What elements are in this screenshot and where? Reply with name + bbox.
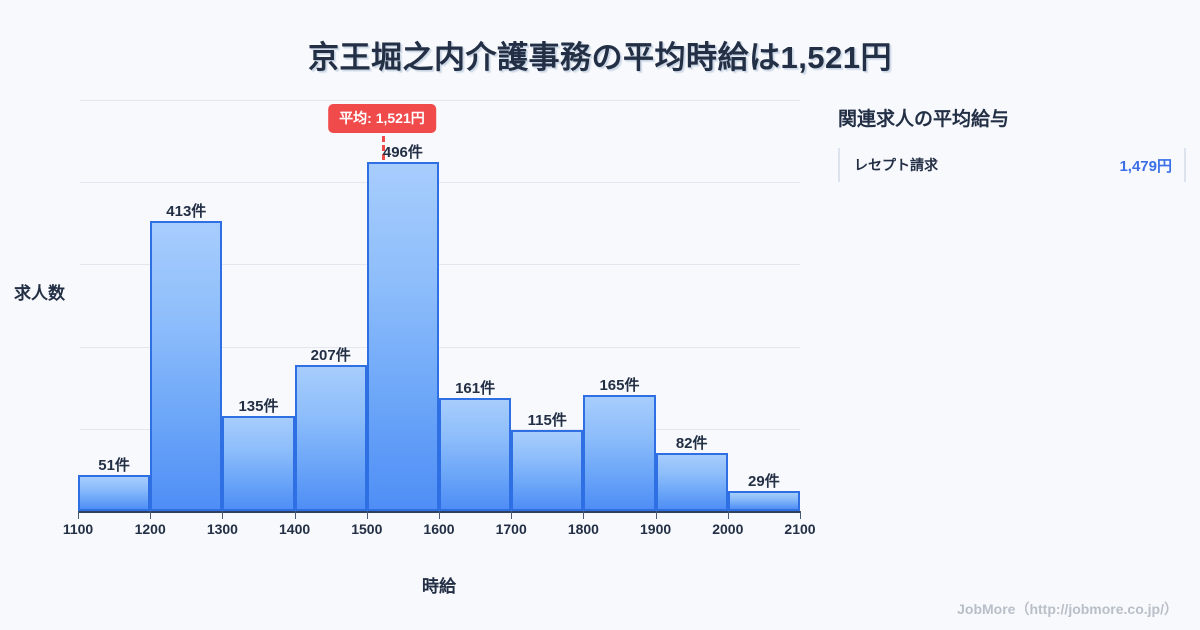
histogram-bar xyxy=(511,430,584,511)
related-job-name: レセプト請求 xyxy=(854,157,938,173)
x-axis-tick xyxy=(294,511,296,519)
histogram-bar xyxy=(727,490,800,511)
related-jobs-list: レセプト請求 1,479円 xyxy=(838,148,1186,182)
bar-value-label: 161件 xyxy=(455,379,496,397)
x-axis-tick-label: 1700 xyxy=(495,521,527,537)
bar-value-label: 115件 xyxy=(527,412,567,430)
x-axis-tick-label: 1900 xyxy=(640,521,672,537)
x-axis-label: 時給 xyxy=(422,577,456,596)
x-axis-tick-label: 2100 xyxy=(784,521,816,537)
gridline xyxy=(80,264,800,266)
histogram-bar xyxy=(439,397,512,511)
bar-value-label: 82件 xyxy=(675,435,708,453)
page-title: 京王堀之内介護事務の平均時給は1,521円 xyxy=(307,40,893,75)
x-axis-tick xyxy=(511,511,513,519)
gridline xyxy=(80,182,800,184)
related-jobs-heading: 関連求人の平均給与 xyxy=(838,109,1010,130)
related-jobs-panel: 関連求人の平均給与 レセプト請求 1,479円 xyxy=(838,0,1200,630)
x-axis-tick xyxy=(800,511,801,519)
histogram-bar xyxy=(655,453,728,511)
x-axis-tick-label: 1800 xyxy=(567,521,599,537)
x-axis-tick-label: 1400 xyxy=(279,521,311,537)
bar-value-label: 496件 xyxy=(382,144,423,162)
x-axis-tick xyxy=(150,511,152,519)
bar-value-label: 135件 xyxy=(238,398,279,416)
x-axis-tick xyxy=(78,511,79,519)
histogram-bar xyxy=(222,416,295,511)
histogram-bar xyxy=(78,475,151,511)
histogram-chart: 1100 1200 1300 1400 1500 1600 1700 1800 1900 2000… xyxy=(14,100,816,596)
bar-value-label: 413件 xyxy=(166,202,207,220)
bar-value-label: 29件 xyxy=(748,472,780,490)
x-axis-tick-label: 1200 xyxy=(134,521,166,537)
related-job-salary: 1,479円 xyxy=(1119,157,1172,175)
x-axis-tick-label: 1600 xyxy=(423,521,455,537)
x-axis-tick xyxy=(655,511,657,519)
gridline xyxy=(80,100,800,102)
histogram-bar xyxy=(150,220,223,511)
x-axis-tick xyxy=(583,511,585,519)
x-axis-tick-label: 1100 xyxy=(62,521,94,537)
x-axis-tick xyxy=(366,511,368,519)
bar-value-label: 51件 xyxy=(98,457,130,475)
x-axis-tick xyxy=(439,511,440,519)
histogram-bar xyxy=(366,162,439,511)
x-axis-tick-label: 2000 xyxy=(712,521,744,537)
y-axis-label: 求人数 xyxy=(14,284,65,303)
gridline xyxy=(80,346,800,348)
x-axis-tick xyxy=(727,511,729,519)
histogram-bar xyxy=(583,394,656,511)
related-job-row[interactable]: レセプト請求 1,479円 xyxy=(838,148,1186,182)
average-badge: 平均: 1,521円 xyxy=(328,104,436,133)
histogram-bar xyxy=(294,365,367,511)
bar-value-label: 165件 xyxy=(599,376,640,394)
bar-value-label: 207件 xyxy=(310,347,351,365)
x-axis-tick xyxy=(222,511,224,519)
x-axis-tick-label: 1500 xyxy=(351,521,383,537)
x-axis-tick-label: 1300 xyxy=(206,521,238,537)
watermark: JobMore（http://jobmore.co.jp/） xyxy=(957,601,1178,617)
